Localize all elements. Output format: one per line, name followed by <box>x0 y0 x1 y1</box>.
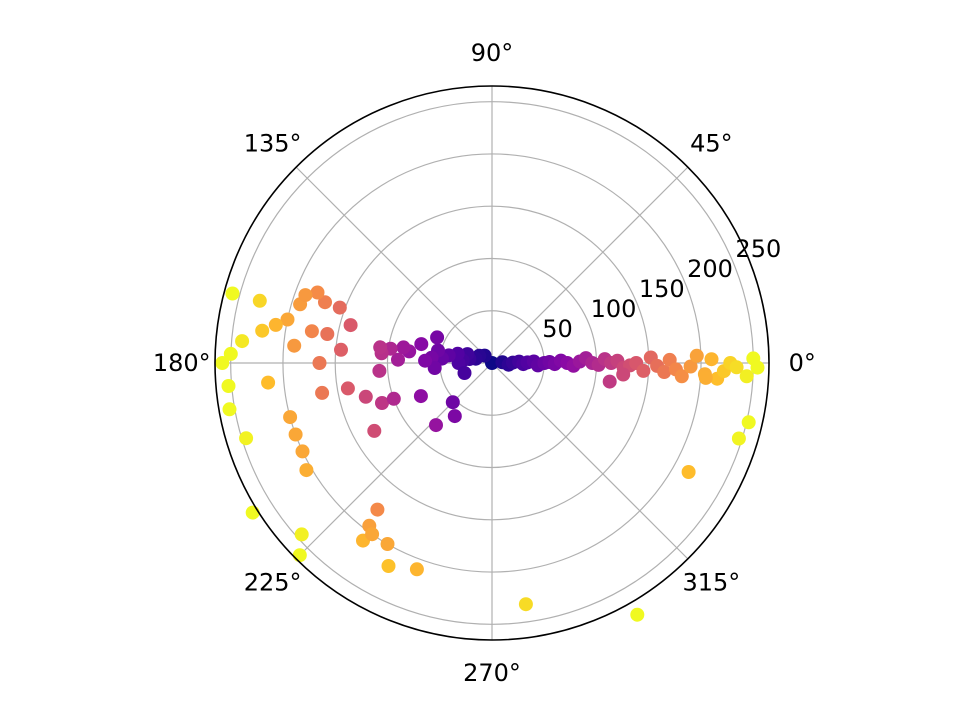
scatter-point <box>296 444 310 458</box>
angular-gridline-45 <box>492 167 688 363</box>
theta-tick-label: 0° <box>789 349 816 377</box>
theta-tick-label: 45° <box>690 130 733 158</box>
scatter-point <box>636 364 650 378</box>
scatter-point <box>365 527 379 541</box>
radial-tick-label: 100 <box>591 295 637 323</box>
scatter-point <box>255 324 269 338</box>
scatter-point <box>289 428 303 442</box>
scatter-point <box>341 381 355 395</box>
scatter-point <box>705 352 719 366</box>
scatter-point <box>320 327 334 341</box>
scatter-point <box>603 375 617 389</box>
scatter-point <box>313 356 327 370</box>
scatter-point <box>287 339 301 353</box>
scatter-point <box>682 465 696 479</box>
scatter-point <box>387 392 401 406</box>
angular-gridline-315 <box>492 363 688 559</box>
scatter-point <box>657 365 671 379</box>
scatter-point <box>333 301 347 315</box>
scatter-point <box>295 527 309 541</box>
scatter-point <box>519 597 533 611</box>
scatter-point <box>305 324 319 338</box>
scatter-point <box>299 463 313 477</box>
scatter-point <box>430 330 444 344</box>
theta-tick-label: 90° <box>471 39 514 67</box>
scatter-point <box>235 334 249 348</box>
theta-tick-label: 135° <box>244 130 302 158</box>
scatter-point <box>344 318 358 332</box>
scatter-point <box>298 288 312 302</box>
theta-tick-label: 225° <box>244 568 302 596</box>
scatter-point <box>367 424 381 438</box>
scatter-point <box>246 506 260 520</box>
scatter-point <box>223 402 237 416</box>
scatter-point <box>448 409 462 423</box>
scatter-point <box>742 415 756 429</box>
scatter-point <box>370 503 384 517</box>
scatter-point <box>740 369 754 383</box>
scatter-point <box>458 366 472 380</box>
scatter-point <box>418 354 432 368</box>
scatter-point <box>293 548 307 562</box>
scatter-point <box>215 356 229 370</box>
scatter-point <box>410 562 424 576</box>
scatter-point <box>373 340 387 354</box>
scatter-point <box>283 410 297 424</box>
theta-tick-label: 315° <box>682 568 740 596</box>
theta-tick-label: 270° <box>463 659 521 687</box>
radial-tick-label: 250 <box>735 235 781 263</box>
scatter-point <box>261 376 275 390</box>
scatter-point <box>397 340 411 354</box>
scatter-point <box>315 386 329 400</box>
scatter-point <box>253 294 267 308</box>
scatter-point <box>239 431 253 445</box>
scatter-point <box>699 371 713 385</box>
scatter-point <box>269 318 283 332</box>
scatter-point <box>630 608 644 622</box>
scatter-point <box>382 559 396 573</box>
scatter-point <box>359 390 373 404</box>
scatter-point <box>616 368 630 382</box>
scatter-point <box>429 418 443 432</box>
scatter-point <box>334 343 348 357</box>
scatter-point <box>414 389 428 403</box>
scatter-point <box>381 537 395 551</box>
radial-tick-label: 50 <box>542 315 573 343</box>
theta-tick-label: 180° <box>153 349 211 377</box>
scatter-point <box>311 286 325 300</box>
scatter-point <box>732 432 746 446</box>
radial-tick-label: 150 <box>639 275 685 303</box>
scatter-point <box>372 364 386 378</box>
radial-tick-label: 200 <box>687 255 733 283</box>
scatter-point <box>751 361 765 375</box>
scatter-point <box>690 349 704 363</box>
scatter-point <box>226 287 240 301</box>
scatter-point <box>446 395 460 409</box>
scatter-point <box>414 337 428 351</box>
scatter-point <box>222 379 236 393</box>
